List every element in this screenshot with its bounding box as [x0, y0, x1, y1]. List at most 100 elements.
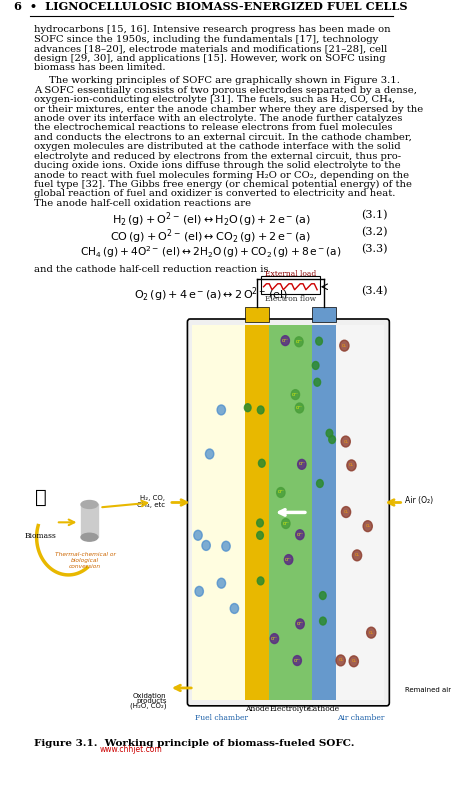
Circle shape: [195, 586, 203, 596]
Text: hydrocarbons [15, 16]. Intensive research progress has been made on: hydrocarbons [15, 16]. Intensive researc…: [34, 25, 391, 34]
Text: Oxidation: Oxidation: [133, 693, 166, 699]
Text: (3.3): (3.3): [361, 244, 387, 254]
Text: Electrolyte: Electrolyte: [269, 705, 311, 713]
Circle shape: [258, 406, 264, 414]
Circle shape: [341, 436, 350, 447]
Circle shape: [293, 655, 301, 666]
Circle shape: [194, 531, 202, 540]
Text: Biomass: Biomass: [25, 532, 57, 540]
Text: O²⁻: O²⁻: [296, 406, 303, 410]
Bar: [336, 325, 384, 700]
Text: SOFC since the 1950s, including the fundamentals [17], technology: SOFC since the 1950s, including the fund…: [34, 35, 378, 44]
Text: electrolyte and reduced by electrons from the external circuit, thus pro-: electrolyte and reduced by electrons fro…: [34, 151, 401, 160]
Text: the electrochemical reactions to release electrons from fuel molecules: the electrochemical reactions to release…: [34, 123, 393, 133]
Text: O₂: O₂: [365, 524, 370, 528]
Circle shape: [329, 436, 336, 444]
Text: H₂, CO,: H₂, CO,: [140, 495, 165, 501]
Circle shape: [257, 531, 263, 539]
Text: Cathode: Cathode: [308, 705, 340, 713]
Bar: [261, 276, 320, 294]
Circle shape: [326, 429, 333, 437]
Circle shape: [217, 405, 226, 415]
Circle shape: [317, 480, 323, 488]
Circle shape: [298, 459, 306, 469]
Text: Remained air: Remained air: [405, 687, 451, 693]
Text: or their mixtures, enter the anode chamber where they are dispersed by the: or their mixtures, enter the anode chamb…: [34, 104, 423, 113]
Circle shape: [202, 540, 210, 551]
Text: O²⁻: O²⁻: [285, 557, 292, 561]
Circle shape: [336, 655, 345, 666]
Text: Thermal-chemical or: Thermal-chemical or: [55, 552, 115, 557]
Text: and the cathode half-cell reduction reaction is: and the cathode half-cell reduction reac…: [34, 265, 269, 274]
Circle shape: [255, 640, 262, 648]
Text: O₂: O₂: [369, 631, 374, 635]
Text: anode over its interface with an electrolyte. The anode further catalyzes: anode over its interface with an electro…: [34, 114, 402, 123]
Circle shape: [257, 640, 264, 648]
Text: O₂: O₂: [351, 659, 356, 663]
Circle shape: [281, 335, 290, 346]
Text: Anode: Anode: [245, 705, 269, 713]
Text: products: products: [136, 698, 166, 704]
Text: global reaction of fuel and oxidizer is converted to electricity and heat.: global reaction of fuel and oxidizer is …: [34, 190, 396, 198]
Text: $\mathrm{CH_4\,(g) + 4O^{2-}\,(el) \leftrightarrow 2H_2O\,(g) + CO_2\,(g) + 8\,e: $\mathrm{CH_4\,(g) + 4O^{2-}\,(el) \left…: [80, 244, 342, 260]
Circle shape: [316, 337, 322, 345]
Text: $\mathrm{O_2\,(g) + 4\,e^-(a) \leftrightarrow 2\,O^{2-}\,(el)}$: $\mathrm{O_2\,(g) + 4\,e^-(a) \leftright…: [134, 286, 288, 305]
Circle shape: [222, 541, 230, 551]
Ellipse shape: [81, 533, 98, 541]
Text: fuel type [32]. The Gibbs free energy (or chemical potential energy) of the: fuel type [32]. The Gibbs free energy (o…: [34, 180, 412, 189]
Text: Figure 3.1.  Working principle of biomass-fueled SOFC.: Figure 3.1. Working principle of biomass…: [34, 739, 354, 748]
Text: 6  •  LIGNOCELLULOSIC BIOMASS-ENERGIZED FUEL CELLS: 6 • LIGNOCELLULOSIC BIOMASS-ENERGIZED FU…: [14, 2, 408, 12]
Bar: [269, 325, 312, 700]
Text: $\mathrm{CO\,(g) + O^{2-}\,(el) \leftrightarrow CO_2\,(g) + 2\,e^-(a)}$: $\mathrm{CO\,(g) + O^{2-}\,(el) \leftrig…: [110, 228, 311, 245]
Bar: [245, 307, 269, 322]
Bar: [81, 505, 98, 537]
Bar: [312, 325, 336, 700]
Circle shape: [258, 459, 265, 467]
Circle shape: [352, 550, 362, 561]
Circle shape: [259, 549, 266, 557]
Bar: [193, 325, 245, 700]
Circle shape: [270, 633, 279, 644]
Text: biological: biological: [71, 558, 99, 563]
Text: O₂: O₂: [342, 343, 347, 347]
Text: design [29, 30], and applications [15]. However, work on SOFC using: design [29, 30], and applications [15]. …: [34, 53, 386, 62]
Text: Air (O₂): Air (O₂): [405, 496, 433, 505]
Text: oxygen molecules are distributed at the cathode interface with the solid: oxygen molecules are distributed at the …: [34, 143, 401, 151]
Circle shape: [349, 656, 359, 667]
Text: 🌿: 🌿: [35, 488, 47, 507]
Text: CH₄, etc: CH₄, etc: [137, 502, 165, 509]
Text: (3.1): (3.1): [361, 211, 387, 220]
Bar: [312, 307, 336, 322]
Text: O²⁻: O²⁻: [277, 491, 284, 494]
Text: O²⁻: O²⁻: [271, 637, 278, 641]
FancyBboxPatch shape: [188, 319, 389, 706]
Circle shape: [276, 488, 285, 497]
Text: ducing oxide ions. Oxide ions diffuse through the solid electrolyte to the: ducing oxide ions. Oxide ions diffuse th…: [34, 161, 401, 170]
Circle shape: [340, 340, 349, 351]
Text: www.chhjet.com: www.chhjet.com: [100, 744, 163, 753]
Text: The working principles of SOFC are graphically shown in Figure 3.1.: The working principles of SOFC are graph…: [49, 76, 400, 85]
Text: biomass has been limited.: biomass has been limited.: [34, 63, 166, 72]
Text: O²⁻: O²⁻: [296, 533, 304, 537]
Text: Electron flow: Electron flow: [265, 295, 316, 303]
Circle shape: [341, 506, 351, 518]
Circle shape: [314, 378, 321, 386]
Circle shape: [247, 518, 253, 525]
Circle shape: [296, 530, 304, 539]
Circle shape: [257, 519, 263, 527]
Circle shape: [296, 619, 304, 629]
Text: The anode half-cell oxidation reactions are: The anode half-cell oxidation reactions …: [34, 198, 251, 208]
Circle shape: [319, 591, 326, 599]
Circle shape: [257, 577, 264, 585]
Text: anode to react with fuel molecules forming H₂O or CO₂, depending on the: anode to react with fuel molecules formi…: [34, 171, 409, 180]
Text: O²⁻: O²⁻: [282, 522, 290, 526]
Text: O²⁻: O²⁻: [295, 339, 303, 343]
Circle shape: [281, 518, 290, 528]
Circle shape: [295, 403, 304, 413]
Text: $\mathrm{H_2\,(g) + O^{2-}\,(el) \leftrightarrow H_2O\,(g) + 2\,e^-(a)}$: $\mathrm{H_2\,(g) + O^{2-}\,(el) \leftri…: [111, 211, 310, 229]
Text: O²⁻: O²⁻: [282, 339, 289, 343]
Bar: [245, 325, 269, 700]
Text: conversion: conversion: [69, 564, 101, 569]
Text: Air chamber: Air chamber: [337, 714, 385, 722]
Circle shape: [347, 460, 356, 471]
